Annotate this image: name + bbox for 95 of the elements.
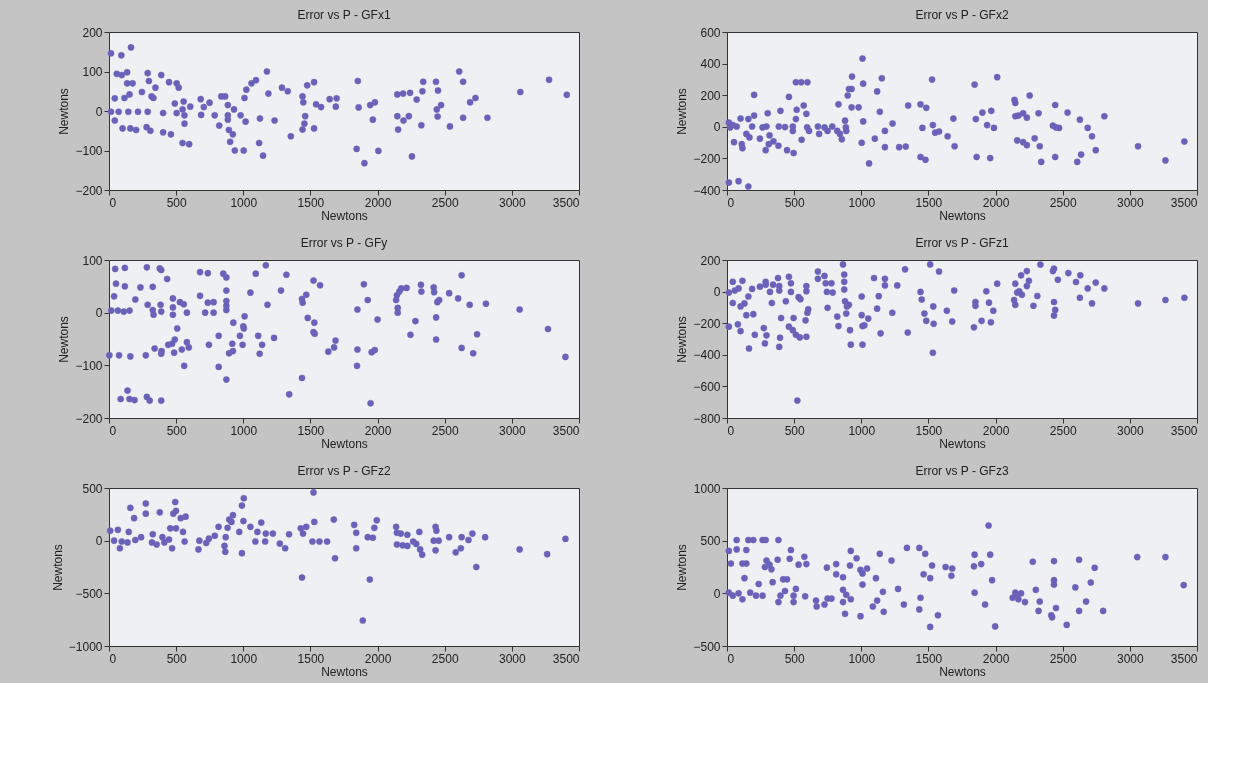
y-tick-label: −400: [693, 183, 721, 198]
y-tick-label: 100: [82, 65, 103, 79]
y-axis-title: Newtons: [675, 316, 690, 363]
y-tick-label: 0: [713, 285, 721, 300]
y-tick-label: −200: [693, 151, 721, 166]
x-tick-label: 1000: [848, 423, 876, 438]
x-tick-label: 500: [166, 423, 187, 438]
chart-title: Error vs P - GFx1: [297, 8, 391, 22]
y-tick-label: 500: [82, 481, 103, 496]
y-tick-label: −600: [693, 379, 721, 394]
x-tick-label: 2000: [982, 195, 1010, 210]
x-tick-label: 3000: [1117, 195, 1145, 210]
y-axis-title: Newtons: [675, 544, 690, 591]
y-tick-label: −100: [75, 358, 103, 373]
x-tick-label: 2000: [364, 651, 392, 666]
x-tick-label: 0: [727, 423, 735, 438]
y-tick-label: −200: [75, 183, 103, 198]
y-tick-label: −500: [693, 639, 721, 654]
chart-title: Error vs P - GFz2: [297, 464, 391, 478]
x-tick-label: 1500: [297, 651, 325, 666]
x-axis-title: Newtons: [321, 436, 368, 451]
y-tick-label: 0: [95, 104, 103, 119]
x-tick-label: 3500: [552, 423, 580, 438]
x-tick-label: 1000: [230, 423, 258, 438]
y-tick-label: 0: [713, 120, 721, 135]
x-tick-label: 500: [166, 651, 187, 666]
x-tick-label: 1000: [848, 651, 876, 666]
x-tick-label: 2500: [1049, 651, 1077, 666]
y-tick-label: 0: [95, 306, 103, 321]
chart-title: Error vs P - GFx2: [915, 8, 1009, 22]
y-axis-title: Newtons: [57, 88, 72, 135]
x-tick-label: 3000: [1117, 651, 1145, 666]
x-tick-label: 2000: [982, 651, 1010, 666]
y-tick-label: 100: [82, 253, 103, 268]
y-tick-label: −800: [693, 411, 721, 426]
y-axis-title: Newtons: [50, 544, 65, 591]
chart-title: Error vs P - GFz3: [915, 464, 1009, 478]
x-tick-label: 1500: [297, 423, 325, 438]
x-tick-label: 0: [727, 651, 735, 666]
y-tick-label: −200: [75, 411, 103, 426]
x-axis-title: Newtons: [939, 436, 986, 451]
x-tick-label: 0: [109, 195, 117, 210]
x-tick-label: 3000: [499, 651, 527, 666]
y-tick-label: 600: [700, 25, 721, 40]
x-tick-label: 1000: [230, 195, 258, 210]
x-tick-label: 3000: [1117, 423, 1145, 438]
y-tick-label: −100: [75, 144, 103, 158]
x-tick-label: 2500: [1049, 423, 1077, 438]
x-tick-label: 1500: [297, 195, 325, 210]
y-axis-title: Newtons: [675, 88, 690, 135]
x-tick-label: 1500: [915, 423, 943, 438]
y-tick-label: 0: [713, 586, 721, 601]
x-tick-label: 3000: [499, 195, 527, 210]
x-tick-label: 3500: [1170, 195, 1198, 210]
y-tick-label: −1000: [68, 639, 103, 654]
x-tick-label: 1000: [848, 195, 876, 210]
x-tick-label: 3500: [552, 651, 580, 666]
x-tick-label: 0: [727, 195, 735, 210]
x-tick-label: 0: [109, 651, 117, 666]
x-tick-label: 1500: [915, 651, 943, 666]
x-tick-label: 2000: [364, 195, 392, 210]
x-tick-label: 2500: [431, 651, 459, 666]
x-tick-label: 500: [784, 423, 805, 438]
x-tick-label: 2500: [431, 423, 459, 438]
x-axis-title: Newtons: [939, 664, 986, 679]
x-tick-label: 0: [109, 423, 117, 438]
y-tick-label: −200: [693, 316, 721, 331]
x-tick-label: 3500: [1170, 651, 1198, 666]
x-tick-label: 3500: [1170, 423, 1198, 438]
y-tick-label: −400: [693, 348, 721, 363]
y-tick-label: 200: [82, 25, 103, 40]
x-tick-label: 1000: [230, 651, 258, 666]
x-axis-title: Newtons: [321, 208, 368, 223]
chart-title: Error vs P - GFz1: [915, 236, 1009, 250]
x-tick-label: 2000: [364, 423, 392, 438]
x-tick-label: 3000: [499, 423, 527, 438]
x-tick-label: 500: [166, 195, 187, 210]
y-tick-label: 200: [700, 88, 721, 103]
y-tick-label: 1000: [693, 481, 721, 496]
y-tick-label: 400: [700, 57, 721, 72]
x-tick-label: 2500: [1049, 195, 1077, 210]
y-tick-label: 500: [700, 534, 721, 549]
x-axis-title: Newtons: [939, 208, 986, 223]
chart-title: Error vs P - GFy: [300, 236, 388, 250]
y-tick-label: 200: [700, 253, 721, 268]
y-tick-label: 0: [95, 534, 103, 549]
x-tick-label: 3500: [552, 195, 580, 210]
y-tick-label: −500: [75, 586, 103, 601]
x-tick-label: 1500: [915, 195, 943, 210]
x-tick-label: 2500: [431, 195, 459, 210]
x-tick-label: 2000: [982, 423, 1010, 438]
x-axis-title: Newtons: [321, 664, 368, 679]
y-axis-title: Newtons: [57, 316, 72, 363]
x-tick-label: 500: [784, 651, 805, 666]
x-tick-label: 500: [784, 195, 805, 210]
